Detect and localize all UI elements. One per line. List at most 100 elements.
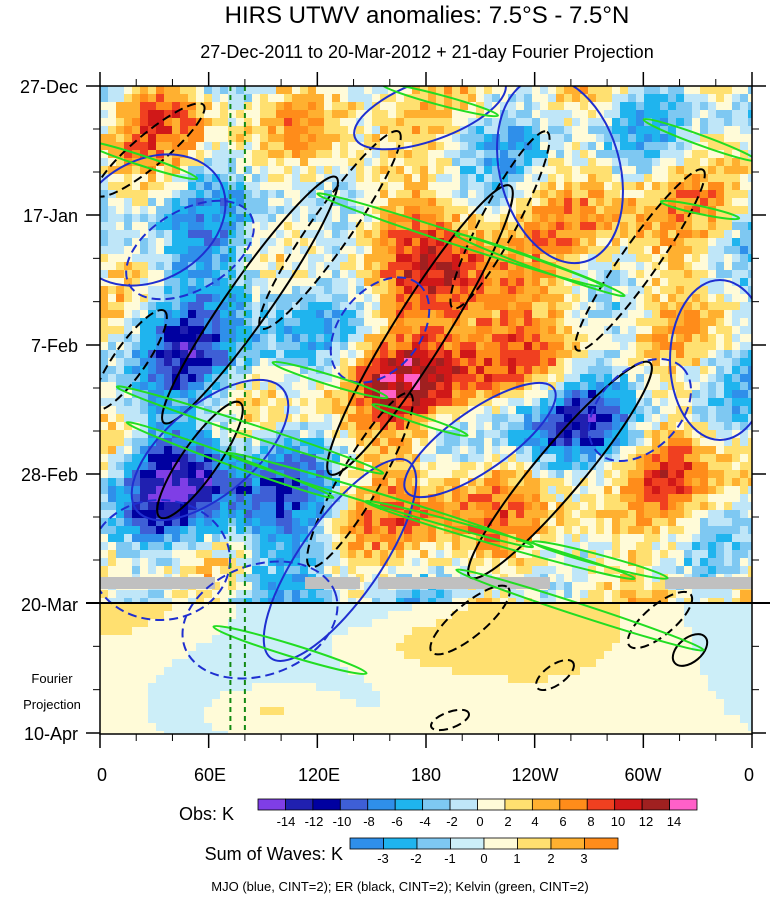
heat-cell bbox=[180, 422, 189, 431]
heat-cell bbox=[404, 398, 413, 407]
heat-cell bbox=[724, 470, 733, 479]
heat-cell bbox=[716, 334, 725, 343]
heat-cell bbox=[276, 438, 285, 447]
heat-cell bbox=[180, 94, 189, 103]
heat-cell bbox=[700, 286, 709, 295]
heat-cell bbox=[100, 102, 109, 111]
heat-cell bbox=[612, 158, 621, 167]
heat-cell bbox=[308, 478, 317, 487]
heat-cell bbox=[156, 526, 165, 535]
heat-cell bbox=[548, 214, 557, 223]
heat-cell bbox=[380, 110, 389, 119]
heat-cell bbox=[252, 446, 261, 455]
heat-cell bbox=[604, 150, 613, 159]
heat-cell bbox=[116, 502, 125, 511]
heat-cell bbox=[636, 518, 645, 527]
heat-cell bbox=[716, 486, 725, 495]
heat-cell bbox=[612, 534, 621, 543]
heat-cell bbox=[460, 318, 469, 327]
heat-cell bbox=[652, 246, 661, 255]
heat-cell bbox=[644, 254, 653, 263]
heat-cell bbox=[436, 462, 445, 471]
heat-cell bbox=[100, 206, 109, 215]
heat-cell bbox=[588, 182, 597, 191]
heat-cell bbox=[660, 462, 669, 471]
heat-cell bbox=[268, 430, 277, 439]
heat-cell bbox=[500, 502, 509, 511]
heat-cell bbox=[724, 102, 733, 111]
heat-cell bbox=[412, 502, 421, 511]
heat-cell bbox=[180, 366, 189, 375]
heat-cell bbox=[340, 86, 349, 95]
heat-cell bbox=[700, 398, 709, 407]
heat-cell bbox=[332, 414, 341, 423]
heat-cell bbox=[140, 134, 149, 143]
heat-cell bbox=[612, 470, 621, 479]
heat-cell bbox=[508, 438, 517, 447]
heat-cell bbox=[732, 422, 741, 431]
heat-cell bbox=[740, 302, 749, 311]
heat-cell bbox=[596, 438, 605, 447]
heat-cell bbox=[724, 534, 733, 543]
heat-cell bbox=[356, 326, 365, 335]
heat-cell bbox=[236, 502, 245, 511]
heat-cell bbox=[156, 486, 165, 495]
heat-cell bbox=[156, 398, 165, 407]
heat-cell bbox=[300, 238, 309, 247]
heat-cell bbox=[428, 302, 437, 311]
heat-cell bbox=[228, 118, 237, 127]
heat-cell bbox=[300, 262, 309, 271]
heat-cell bbox=[108, 118, 117, 127]
heat-cell bbox=[620, 142, 629, 151]
heat-cell bbox=[420, 310, 429, 319]
heat-cell bbox=[676, 142, 685, 151]
heat-cell bbox=[708, 462, 717, 471]
heat-cell bbox=[108, 94, 117, 103]
heat-cell bbox=[340, 326, 349, 335]
heat-cell bbox=[668, 134, 677, 143]
heat-cell bbox=[604, 94, 613, 103]
heat-cell bbox=[716, 310, 725, 319]
heat-cell bbox=[556, 366, 565, 375]
heat-cell bbox=[716, 158, 725, 167]
heat-cell bbox=[708, 158, 717, 167]
heat-cell bbox=[404, 222, 413, 231]
heat-cell bbox=[108, 174, 117, 183]
heat-cell bbox=[484, 174, 493, 183]
heat-cell bbox=[276, 294, 285, 303]
heat-cell bbox=[388, 206, 397, 215]
heat-cell bbox=[612, 542, 621, 551]
heat-cell bbox=[148, 158, 157, 167]
heat-cell bbox=[660, 110, 669, 119]
heat-cell bbox=[636, 270, 645, 279]
heat-cell bbox=[524, 158, 533, 167]
heat-cell bbox=[644, 382, 653, 391]
heat-cell bbox=[540, 262, 549, 271]
heat-cell bbox=[196, 102, 205, 111]
heat-cell bbox=[420, 414, 429, 423]
heat-cell bbox=[748, 518, 752, 527]
heat-cell bbox=[708, 262, 717, 271]
heat-cell bbox=[724, 302, 733, 311]
heat-cell bbox=[316, 502, 325, 511]
heat-cell bbox=[652, 550, 661, 559]
heat-cell bbox=[396, 446, 405, 455]
heat-cell bbox=[604, 110, 613, 119]
heat-cell bbox=[284, 486, 293, 495]
heat-cell bbox=[564, 350, 573, 359]
heat-cell bbox=[692, 486, 701, 495]
heat-cell bbox=[476, 214, 485, 223]
heat-cell bbox=[604, 542, 613, 551]
heat-cell bbox=[508, 158, 517, 167]
heat-cell bbox=[108, 486, 117, 495]
heat-cell bbox=[732, 454, 741, 463]
heat-cell bbox=[180, 390, 189, 399]
heat-cell bbox=[612, 430, 621, 439]
heat-cell bbox=[204, 550, 213, 559]
heat-cell bbox=[268, 486, 277, 495]
heat-cell bbox=[228, 366, 237, 375]
heat-cell bbox=[444, 454, 453, 463]
heat-cell bbox=[612, 478, 621, 487]
heat-cell bbox=[356, 214, 365, 223]
heat-cell bbox=[692, 278, 701, 287]
